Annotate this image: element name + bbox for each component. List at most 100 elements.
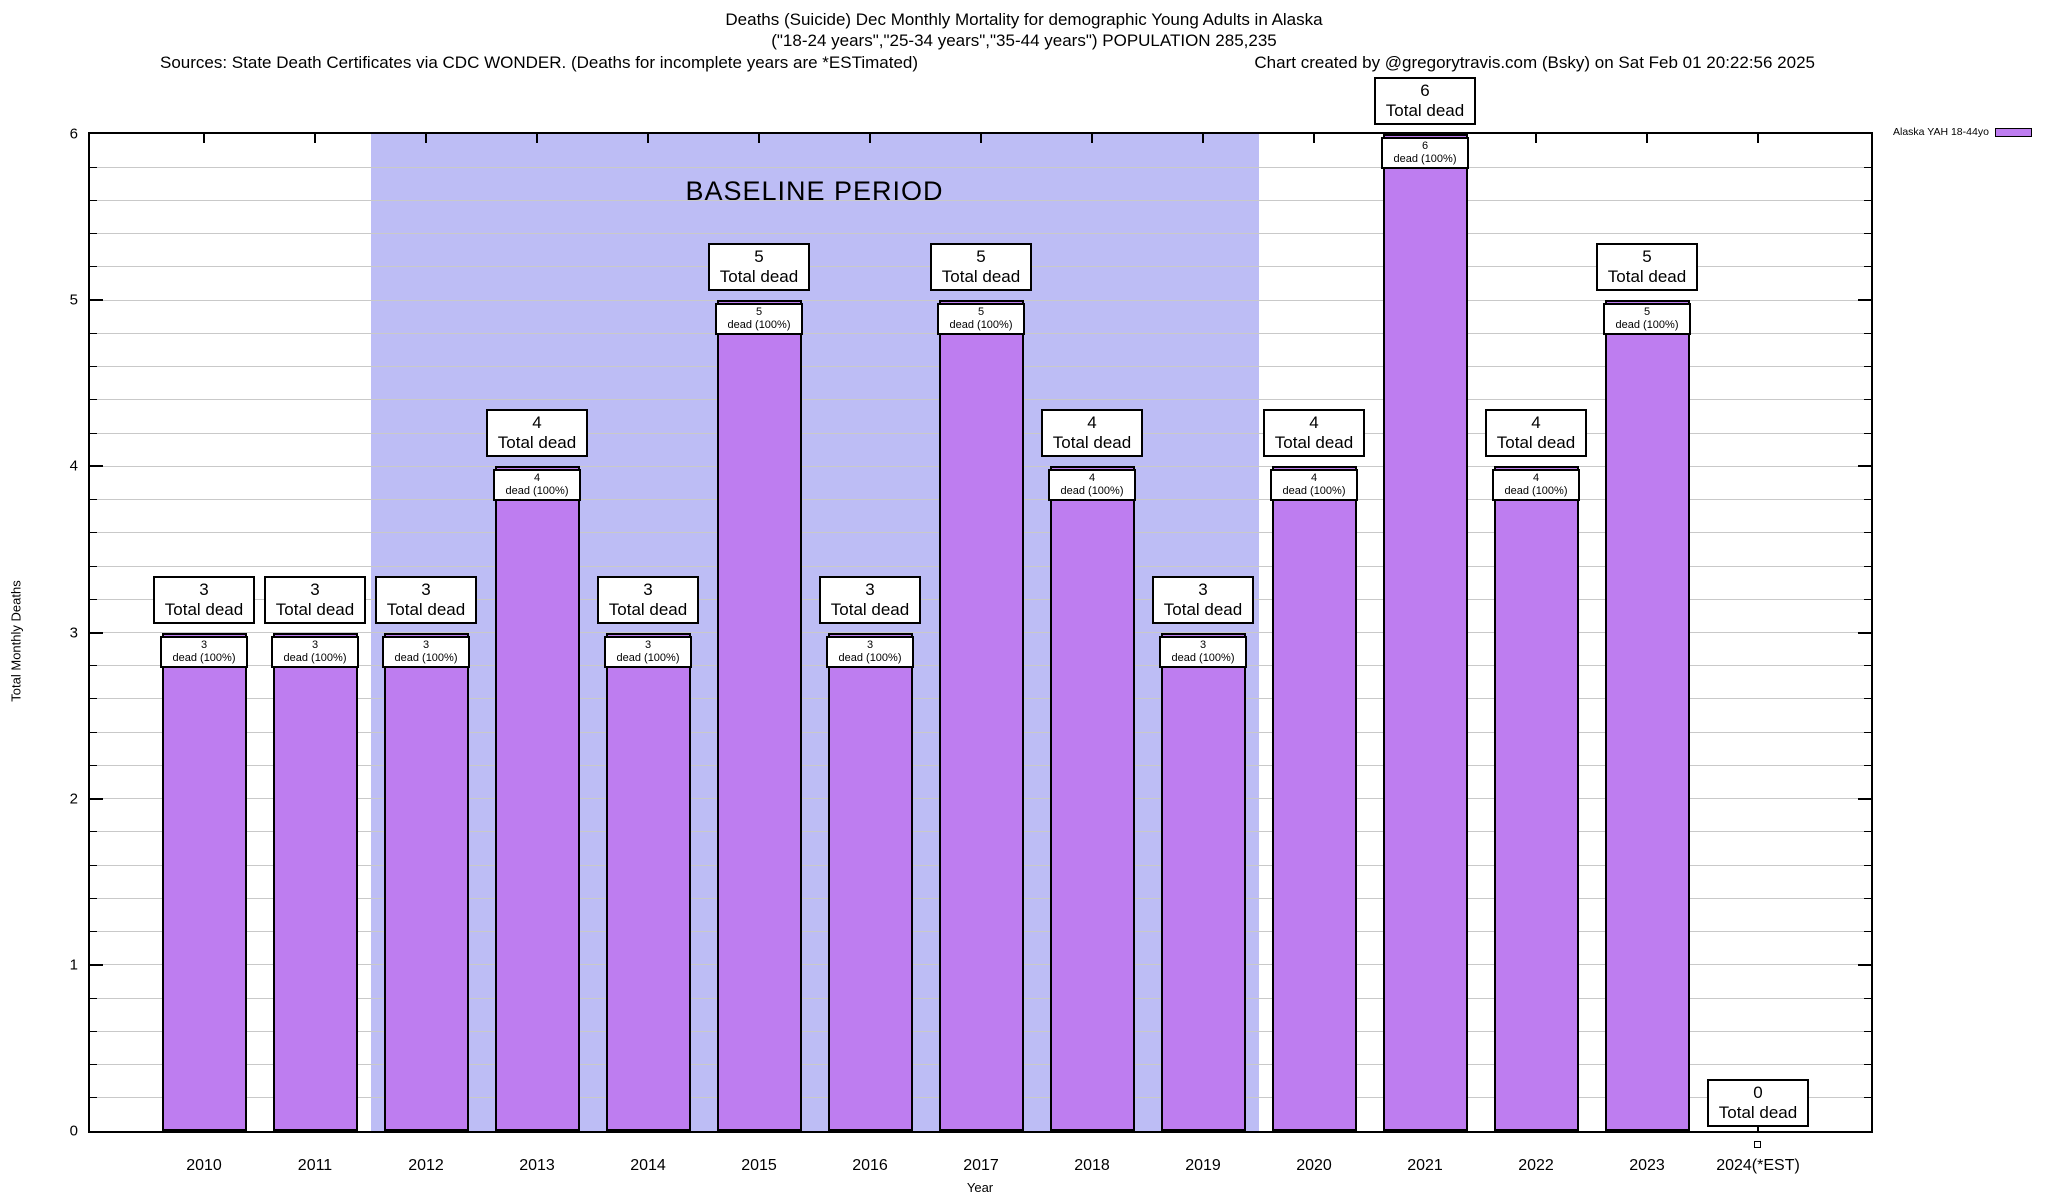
y-axis-tick — [1864, 665, 1871, 667]
bar-total-caption: Total dead — [275, 599, 355, 619]
bar-inner-value: 4 — [533, 472, 541, 485]
x-tick-label: 2013 — [519, 1157, 555, 1174]
plot-area: BASELINE PERIOD 0 1 2 3 4 5 6 3 dead (100%) 3 Total… — [70, 77, 1873, 1174]
x-tick-label: 2018 — [1074, 1157, 1110, 1174]
bar-inner-caption: dead (100%) — [727, 319, 791, 332]
x-axis-tick — [1535, 134, 1537, 143]
bar-inner-label: 3 dead (100%) — [382, 635, 470, 668]
bar-total-label: 5 Total dead — [930, 243, 1032, 292]
bar-total-caption: Total dead — [941, 267, 1021, 287]
bar-total-value: 4 — [1309, 413, 1319, 433]
y-axis-tick — [90, 598, 97, 600]
x-axis-tick — [647, 134, 649, 143]
bar-inner-caption: dead (100%) — [1504, 485, 1568, 498]
bar-total-caption: Total dead — [1496, 433, 1576, 453]
bar-inner-value: 5 — [755, 306, 763, 319]
y-axis-tick — [1864, 864, 1871, 866]
y-axis-tick — [90, 399, 97, 401]
y-axis-tick — [1864, 199, 1871, 201]
x-tick-label: 2021 — [1407, 1157, 1443, 1174]
bar-inner-label: 4 dead (100%) — [1492, 469, 1580, 502]
y-axis-tick — [90, 997, 97, 999]
y-axis-tick — [90, 199, 97, 201]
x-tick-label: 2015 — [741, 1157, 777, 1174]
y-axis-tick — [90, 299, 103, 302]
bar-total-label: 3 Total dead — [597, 575, 699, 624]
y-axis-tick — [90, 963, 103, 966]
bar-total-caption: Total dead — [608, 599, 688, 619]
bar — [1049, 466, 1135, 1131]
y-axis-tick — [1864, 266, 1871, 268]
y-axis-title: Total Monthly Deaths — [8, 580, 24, 702]
y-axis-tick — [1858, 797, 1871, 800]
bar-inner-caption: dead (100%) — [1060, 485, 1124, 498]
bar-inner-value: 3 — [644, 638, 652, 651]
bar-inner-label: 4 dead (100%) — [1270, 469, 1358, 502]
bar-total-caption: Total dead — [386, 599, 466, 619]
x-axis-tick — [314, 134, 316, 143]
bar-total-label: 4 Total dead — [1263, 409, 1365, 458]
bar-inner-label: 3 dead (100%) — [604, 635, 692, 668]
y-axis-tick — [1864, 1064, 1871, 1066]
bar-inner-value: 3 — [311, 638, 319, 651]
bar-total-caption: Total dead — [1274, 433, 1354, 453]
bar-inner-caption: dead (100%) — [949, 319, 1013, 332]
bar-total-label: 6 Total dead — [1374, 77, 1476, 125]
y-axis-tick — [1858, 963, 1871, 966]
bar-inner-caption: dead (100%) — [172, 651, 236, 664]
y-axis-tick — [90, 565, 97, 567]
bar-total-label: 3 Total dead — [153, 575, 255, 624]
bar-inner-caption: dead (100%) — [505, 485, 569, 498]
bar-total-value: 5 — [754, 247, 764, 267]
bar-total-value: 3 — [865, 579, 875, 599]
bar-inner-label: 5 dead (100%) — [715, 303, 803, 336]
bar — [827, 632, 913, 1131]
bar-inner-value: 4 — [1310, 472, 1318, 485]
y-tick-label: 6 — [69, 125, 78, 143]
y-axis-tick — [1864, 499, 1871, 501]
bar-inner-label: 4 dead (100%) — [493, 469, 581, 502]
bar — [605, 632, 691, 1131]
x-axis-tick — [203, 134, 205, 143]
bar-total-value: 5 — [976, 247, 986, 267]
bar-inner-caption: dead (100%) — [1171, 651, 1235, 664]
bar-inner-label: 5 dead (100%) — [1603, 303, 1691, 336]
y-axis-tick — [90, 731, 97, 733]
y-axis-tick — [90, 864, 97, 866]
y-axis-tick — [1864, 233, 1871, 235]
y-axis-tick — [1864, 897, 1871, 899]
y-axis-tick — [1858, 299, 1871, 302]
x-axis-tick — [980, 134, 982, 143]
bar-total-label: 4 Total dead — [1485, 409, 1587, 458]
y-axis-tick — [90, 831, 97, 833]
bar-total-value: 4 — [1531, 413, 1541, 433]
bar-total-label: 3 Total dead — [375, 575, 477, 624]
bar-inner-caption: dead (100%) — [1393, 153, 1457, 165]
x-tick-label: 2016 — [852, 1157, 888, 1174]
y-axis-tick — [1864, 997, 1871, 999]
y-axis-tick — [90, 698, 97, 700]
bar — [383, 632, 469, 1131]
bar-inner-value: 5 — [977, 306, 985, 319]
bar-total-label: 3 Total dead — [819, 575, 921, 624]
bar-total-label: 5 Total dead — [708, 243, 810, 292]
bar-inner-label: 6 dead (100%) — [1381, 137, 1469, 169]
bar-total-value: 3 — [1198, 579, 1208, 599]
bar-total-value: 4 — [1087, 413, 1097, 433]
x-axis-tick — [869, 134, 871, 143]
gridline — [90, 199, 1871, 201]
y-axis-tick — [90, 931, 97, 933]
y-axis-tick — [1864, 332, 1871, 334]
x-tick-label: 2017 — [963, 1157, 999, 1174]
y-axis-tick — [90, 797, 103, 800]
baseline-period-label: BASELINE PERIOD — [685, 176, 944, 206]
bar-inner-value: 3 — [866, 638, 874, 651]
bar-total-value: 3 — [310, 579, 320, 599]
y-axis-tick — [1864, 432, 1871, 434]
x-tick-label: 2024(*EST) — [1716, 1157, 1800, 1174]
bar-inner-label: 3 dead (100%) — [826, 635, 914, 668]
y-axis-tick — [90, 332, 97, 334]
y-tick-label: 0 — [69, 1122, 78, 1140]
y-tick-label: 1 — [69, 956, 78, 974]
bar-inner-label: 5 dead (100%) — [937, 303, 1025, 336]
